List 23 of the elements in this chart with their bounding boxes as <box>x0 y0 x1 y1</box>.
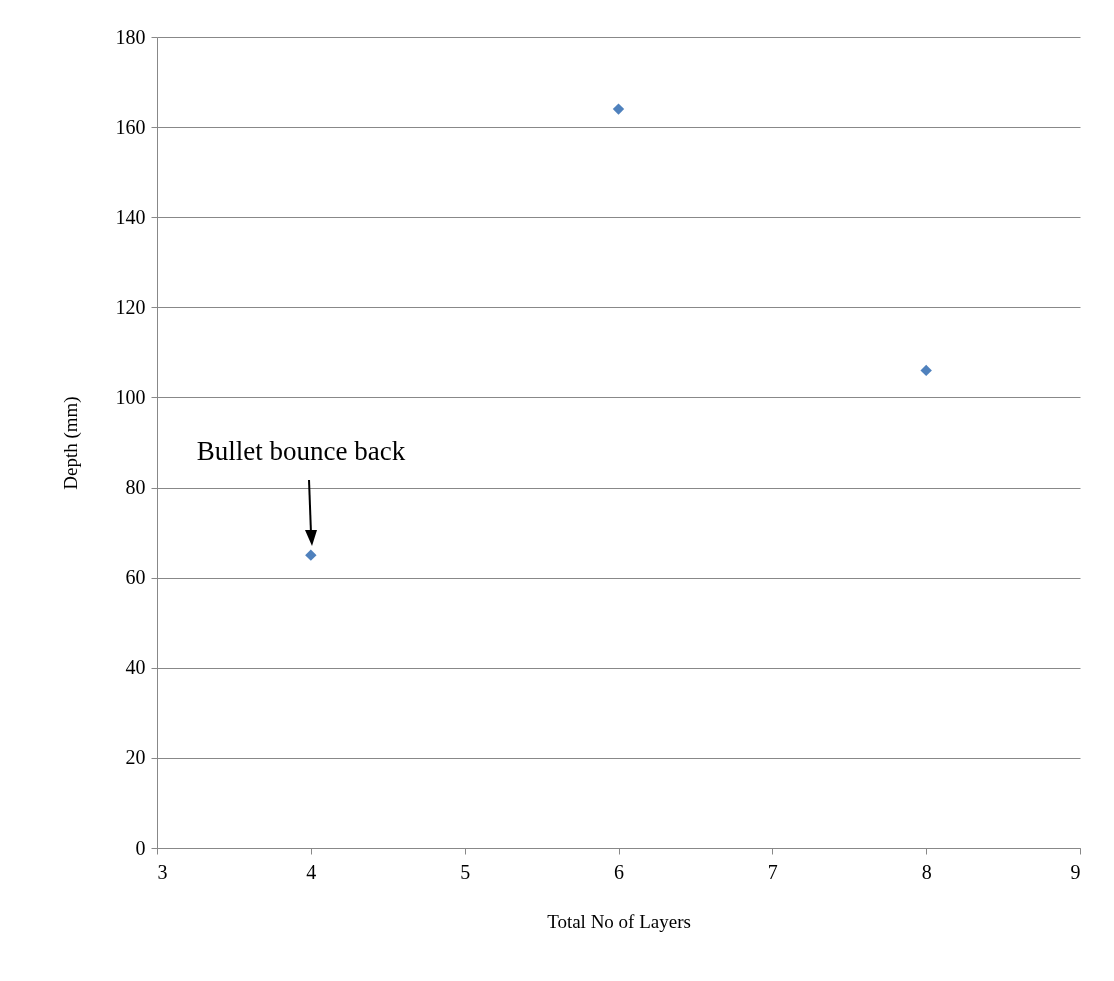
y-tick-label: 40 <box>125 656 146 679</box>
y-tick-label: 100 <box>115 385 146 408</box>
y-tick-label: 80 <box>125 476 146 499</box>
x-tick-label: 6 <box>614 860 624 883</box>
annotation: Bullet bounce back <box>196 436 406 466</box>
point <box>305 549 317 561</box>
point <box>920 364 932 377</box>
y-axis-title: Depth (mm) <box>59 396 82 490</box>
y-tick-label: 0 <box>135 836 146 859</box>
x-tick-label: 7 <box>767 860 778 883</box>
point <box>612 103 625 115</box>
y-tick-label: 160 <box>115 115 146 138</box>
x-axis-title: Total No of Layers <box>547 910 691 932</box>
y-tick-label: 60 <box>125 566 146 589</box>
x-tick-label: 9 <box>1070 860 1081 883</box>
y-tick-label: 180 <box>115 25 146 48</box>
y-tick-label: 20 <box>125 746 146 769</box>
x-tick-label: 3 <box>157 860 168 883</box>
x-tick-label: 4 <box>306 860 317 883</box>
x-tick-label: 5 <box>460 860 471 883</box>
y-tick-label: 120 <box>115 295 146 318</box>
x-tick-label: 8 <box>921 860 932 883</box>
y-tick-label: 140 <box>115 205 146 228</box>
